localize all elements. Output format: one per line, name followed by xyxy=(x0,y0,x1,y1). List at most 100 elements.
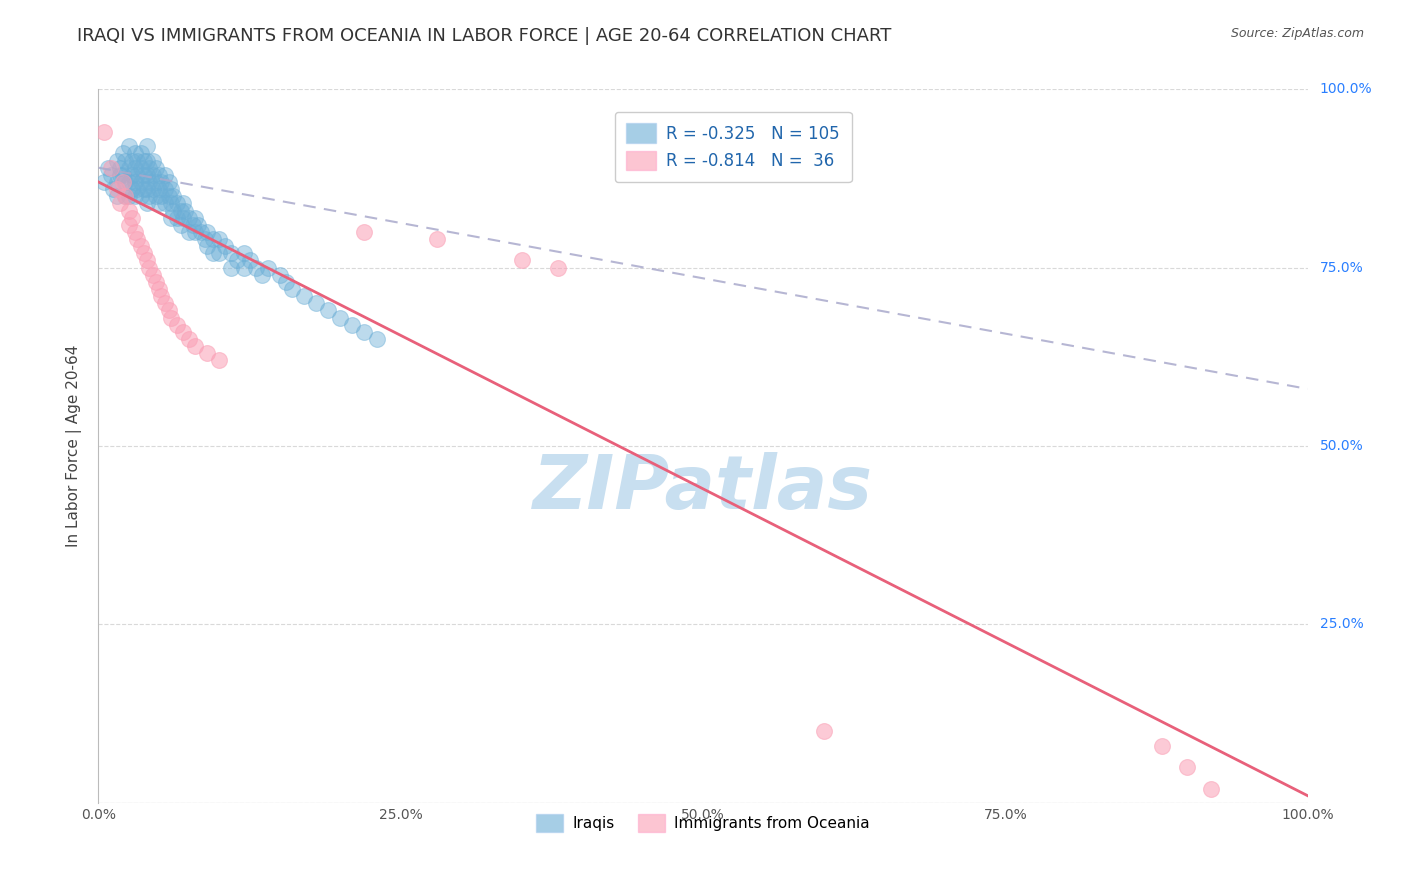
Point xyxy=(426,232,449,246)
Point xyxy=(166,318,188,332)
Point xyxy=(121,211,143,225)
Point xyxy=(184,211,207,225)
Point xyxy=(208,246,231,260)
Point xyxy=(121,168,143,182)
Point xyxy=(148,282,170,296)
Point xyxy=(1199,781,1222,796)
Point xyxy=(166,196,188,211)
Point xyxy=(162,189,184,203)
Point xyxy=(129,239,152,253)
Point xyxy=(145,275,167,289)
Point xyxy=(134,246,156,260)
Point xyxy=(160,211,183,225)
Point xyxy=(179,332,201,346)
Point xyxy=(114,189,136,203)
Point xyxy=(142,153,165,168)
Point xyxy=(239,253,262,268)
Point xyxy=(281,282,304,296)
Point xyxy=(118,189,141,203)
Point xyxy=(105,153,128,168)
Point xyxy=(105,175,128,189)
Point xyxy=(232,246,254,260)
Point xyxy=(342,318,364,332)
Point xyxy=(172,211,194,225)
Point xyxy=(145,161,167,175)
Y-axis label: In Labor Force | Age 20-64: In Labor Force | Age 20-64 xyxy=(66,345,83,547)
Point xyxy=(111,146,134,161)
Point xyxy=(135,182,157,196)
Point xyxy=(1175,760,1198,774)
Point xyxy=(157,189,180,203)
Text: 100.0%: 100.0% xyxy=(1320,82,1372,96)
Point xyxy=(111,168,134,182)
Text: 50.0%: 50.0% xyxy=(1320,439,1364,453)
Point xyxy=(172,196,194,211)
Point xyxy=(157,303,180,318)
Point xyxy=(114,153,136,168)
Point xyxy=(194,232,217,246)
Text: 75.0%: 75.0% xyxy=(1320,260,1364,275)
Point xyxy=(124,146,146,161)
Point xyxy=(121,153,143,168)
Point xyxy=(138,175,160,189)
Point xyxy=(166,211,188,225)
Point xyxy=(142,182,165,196)
Point xyxy=(353,325,375,339)
Point xyxy=(208,232,231,246)
Point xyxy=(547,260,569,275)
Point xyxy=(221,246,243,260)
Point xyxy=(153,168,176,182)
Point xyxy=(269,268,291,282)
Point xyxy=(114,175,136,189)
Point xyxy=(179,225,201,239)
Point xyxy=(274,275,297,289)
Point xyxy=(150,175,173,189)
Point xyxy=(169,218,191,232)
Point xyxy=(195,225,218,239)
Point xyxy=(129,175,152,189)
Point xyxy=(142,168,165,182)
Point xyxy=(153,182,176,196)
Point xyxy=(118,218,141,232)
Legend: Iraqis, Immigrants from Oceania: Iraqis, Immigrants from Oceania xyxy=(530,808,876,838)
Point xyxy=(114,189,136,203)
Point xyxy=(100,161,122,175)
Point xyxy=(105,182,128,196)
Point xyxy=(127,153,149,168)
Point xyxy=(256,260,278,275)
Point xyxy=(250,268,273,282)
Point xyxy=(108,161,131,175)
Point xyxy=(134,168,156,182)
Point xyxy=(813,724,835,739)
Point xyxy=(305,296,328,310)
Point xyxy=(127,232,149,246)
Point xyxy=(190,225,212,239)
Point xyxy=(148,168,170,182)
Point xyxy=(108,196,131,211)
Point xyxy=(160,310,183,325)
Point xyxy=(93,125,115,139)
Point xyxy=(145,189,167,203)
Point xyxy=(118,139,141,153)
Point xyxy=(148,182,170,196)
Point xyxy=(142,268,165,282)
Point xyxy=(214,239,236,253)
Point xyxy=(232,260,254,275)
Point xyxy=(135,253,157,268)
Text: Source: ZipAtlas.com: Source: ZipAtlas.com xyxy=(1230,27,1364,40)
Point xyxy=(329,310,352,325)
Point xyxy=(160,196,183,211)
Point xyxy=(202,246,225,260)
Point xyxy=(187,218,209,232)
Text: ZIPatlas: ZIPatlas xyxy=(533,452,873,525)
Point xyxy=(179,211,201,225)
Point xyxy=(184,339,207,353)
Point xyxy=(129,161,152,175)
Point xyxy=(148,196,170,211)
Point xyxy=(153,196,176,211)
Point xyxy=(124,175,146,189)
Point xyxy=(157,175,180,189)
Point xyxy=(195,239,218,253)
Point xyxy=(208,353,231,368)
Point xyxy=(121,182,143,196)
